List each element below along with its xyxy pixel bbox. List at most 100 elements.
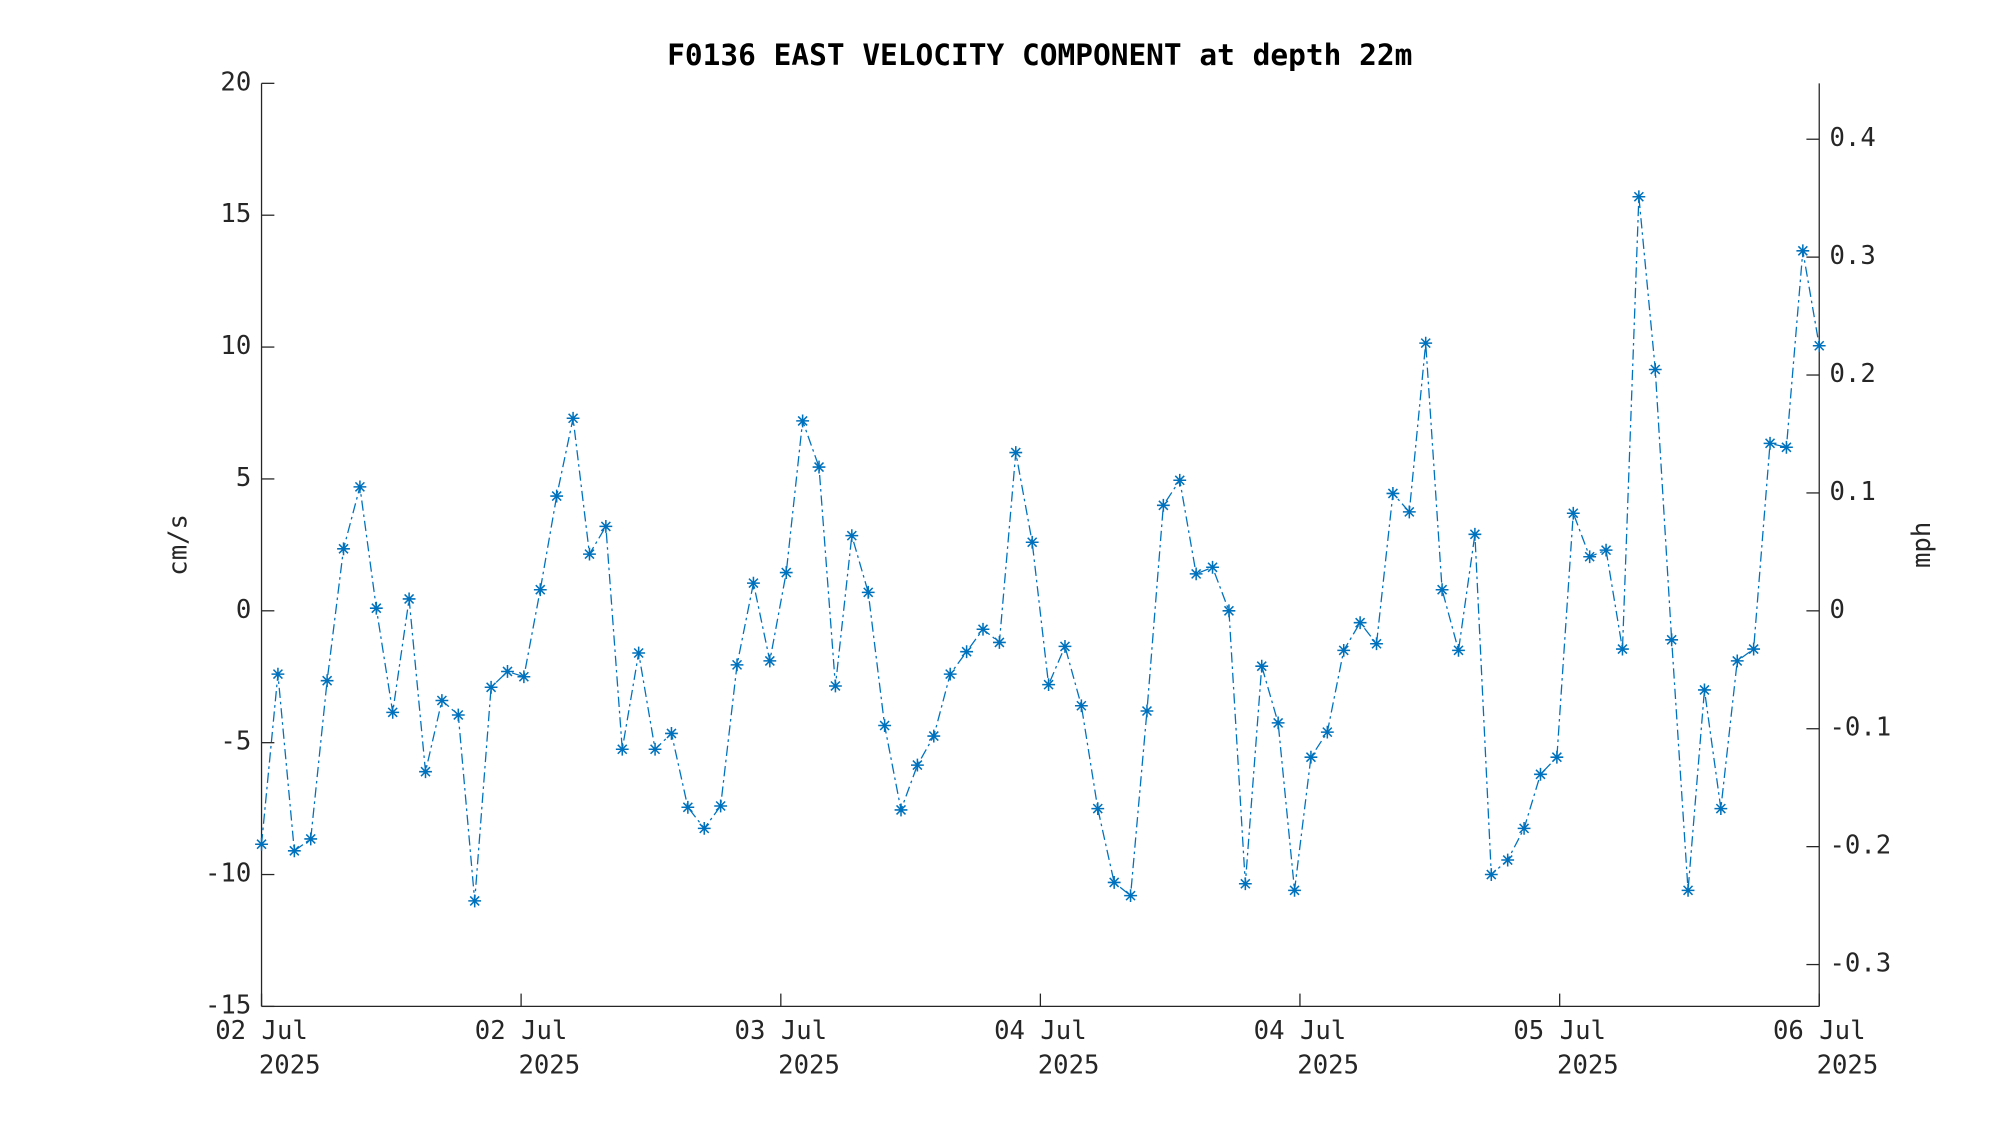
data-point xyxy=(681,800,695,814)
data-point xyxy=(1681,883,1695,897)
data-point xyxy=(812,460,826,474)
data-point xyxy=(533,583,547,597)
y-tick-label: -5 xyxy=(220,727,251,757)
data-point xyxy=(1173,473,1187,487)
data-point xyxy=(1747,642,1761,656)
x-tick-label: 2025 xyxy=(518,1051,580,1081)
data-point xyxy=(1730,654,1744,668)
data-point xyxy=(599,520,613,533)
data-point xyxy=(1091,802,1105,816)
data-point xyxy=(1058,640,1072,653)
data-point xyxy=(1435,583,1449,597)
data-point xyxy=(927,729,941,743)
data-point xyxy=(1484,868,1498,881)
data-point xyxy=(1337,643,1351,657)
y2-tick-label: 0 xyxy=(1829,595,1844,625)
data-point xyxy=(1550,750,1564,764)
data-point xyxy=(943,667,957,681)
data-point xyxy=(796,414,810,428)
y2-tick-label: -0.3 xyxy=(1829,949,1891,979)
data-point xyxy=(1206,560,1219,574)
data-line xyxy=(260,196,1820,901)
chart-title: F0136 EAST VELOCITY COMPONENT at depth 2… xyxy=(667,38,1412,72)
data-point xyxy=(1320,725,1334,739)
data-point xyxy=(1468,527,1482,541)
data-point xyxy=(1698,683,1711,697)
x-tick-label: 05 Jul xyxy=(1513,1016,1606,1046)
y2-tick-label: 0.3 xyxy=(1829,241,1875,271)
data-point xyxy=(1665,633,1679,647)
data-point xyxy=(845,529,859,543)
data-point xyxy=(763,654,777,668)
data-point xyxy=(1386,487,1400,500)
data-point xyxy=(1517,821,1531,835)
data-point xyxy=(353,480,367,494)
y-tick-label: 20 xyxy=(220,67,251,97)
y-tick-label: 15 xyxy=(220,199,251,229)
y-tick-label: 0 xyxy=(236,595,251,625)
x-tick-label: 04 Jul xyxy=(1254,1016,1347,1046)
data-point xyxy=(648,742,662,756)
data-point xyxy=(1566,506,1580,520)
data-point xyxy=(1271,716,1285,730)
data-point xyxy=(1009,446,1023,459)
data-point xyxy=(1402,505,1416,519)
data-point xyxy=(566,411,580,425)
data-point xyxy=(1370,637,1383,651)
x-tick-label: 04 Jul xyxy=(994,1016,1087,1046)
x-tick-label: 2025 xyxy=(1817,1051,1879,1081)
data-point xyxy=(1124,889,1137,903)
y2-tick-label: 0.2 xyxy=(1829,359,1875,389)
data-point xyxy=(1452,643,1465,657)
data-point xyxy=(1074,699,1088,713)
data-point xyxy=(304,832,318,846)
data-point xyxy=(419,765,432,779)
data-point xyxy=(1648,363,1662,376)
data-point xyxy=(632,646,646,660)
x-tick-label: 2025 xyxy=(1038,1051,1100,1081)
data-point xyxy=(665,727,678,740)
x-tick-label: 2025 xyxy=(778,1051,840,1081)
y-tick-label: -10 xyxy=(205,859,251,889)
data-point xyxy=(1534,767,1547,781)
data-point xyxy=(1288,883,1301,897)
data-point xyxy=(779,566,793,579)
data-point xyxy=(583,547,596,561)
data-point xyxy=(1222,604,1236,618)
y-tick-label: 5 xyxy=(236,463,251,493)
data-point xyxy=(1763,436,1777,450)
y-tick-label: -15 xyxy=(205,990,251,1020)
data-point xyxy=(337,542,350,556)
data-point xyxy=(714,799,728,813)
x-tick-label: 2025 xyxy=(1557,1051,1619,1081)
data-point xyxy=(992,636,1006,649)
data-point xyxy=(287,844,301,858)
x-tick-label: 2025 xyxy=(1297,1051,1359,1081)
y2-tick-label: 0.4 xyxy=(1829,123,1875,153)
y2-tick-label: -0.1 xyxy=(1829,713,1891,743)
x-tick-label: 02 Jul xyxy=(215,1016,308,1046)
data-point xyxy=(451,708,465,722)
data-point xyxy=(468,894,482,908)
data-point xyxy=(861,585,875,599)
data-point xyxy=(386,705,400,719)
data-point xyxy=(1616,642,1629,656)
data-point xyxy=(1042,678,1055,692)
data-point xyxy=(878,719,892,732)
data-point xyxy=(1714,802,1728,816)
data-point xyxy=(1255,659,1269,673)
data-point xyxy=(615,742,629,756)
data-point xyxy=(320,674,334,688)
data-point xyxy=(910,758,924,772)
data-point xyxy=(960,645,974,659)
data-point xyxy=(1025,535,1039,549)
data-point xyxy=(271,667,285,681)
data-point xyxy=(976,622,990,636)
y-tick-label: 10 xyxy=(220,331,251,361)
x-tick-label: 02 Jul xyxy=(475,1016,568,1046)
data-point xyxy=(1501,853,1515,867)
data-point xyxy=(1140,704,1154,718)
x-tick-label: 03 Jul xyxy=(735,1016,828,1046)
